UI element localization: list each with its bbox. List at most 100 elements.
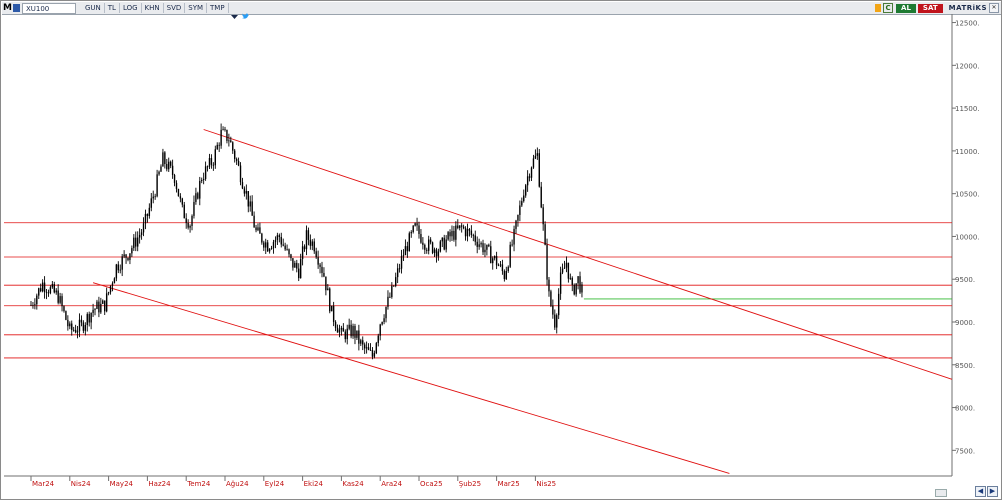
candle-body	[288, 249, 290, 255]
candle-body	[492, 258, 494, 264]
svd-button[interactable]: SVD	[164, 3, 186, 13]
candle-body	[513, 228, 515, 245]
x-tick-label: Kas24	[342, 480, 364, 488]
candle-body	[429, 239, 432, 243]
candle-body	[402, 255, 405, 257]
candle-body	[59, 296, 61, 303]
candle-body	[38, 288, 40, 296]
candle-body	[230, 140, 232, 143]
candle-body	[472, 234, 475, 236]
x-tick-label: Haz24	[148, 480, 171, 488]
candle-body	[179, 196, 182, 199]
candle-body	[511, 244, 513, 246]
x-tick-label: Şub25	[459, 480, 481, 488]
candle-body	[455, 225, 457, 240]
candle-body	[220, 129, 222, 146]
candle-body	[257, 227, 259, 231]
price-candles	[30, 123, 583, 360]
candle-body	[199, 180, 201, 199]
log-scale-button[interactable]: LOG	[120, 3, 142, 13]
symbol-field: XU100	[25, 4, 50, 13]
candle-body	[121, 256, 123, 270]
candle-body	[86, 314, 88, 325]
candle-body	[294, 262, 296, 268]
candle-body	[105, 293, 108, 312]
c-button[interactable]: C	[883, 3, 894, 13]
y-tick-label: 12500.	[955, 20, 980, 28]
candle-body	[517, 214, 519, 221]
pin-icon[interactable]	[875, 4, 882, 12]
candle-body	[523, 195, 525, 202]
candle-body	[113, 278, 116, 284]
candle-body	[53, 284, 55, 293]
candle-body	[232, 142, 234, 151]
period-button[interactable]: GUN	[82, 3, 105, 13]
candle-body	[327, 288, 329, 291]
candle-body	[321, 266, 323, 273]
sell-button[interactable]: SAT	[917, 3, 943, 13]
arrow-right-icon[interactable]: ▶	[987, 486, 998, 497]
x-tick-label: Nis24	[71, 480, 91, 488]
candle-body	[80, 319, 83, 323]
candle-body	[379, 324, 381, 336]
candle-body	[340, 327, 343, 330]
candle-body	[362, 340, 364, 345]
candle-body	[84, 324, 87, 331]
candle-body	[459, 225, 461, 229]
dropdown-icon[interactable]	[230, 5, 238, 19]
candle-body	[282, 244, 284, 246]
candle-body	[426, 249, 428, 251]
candle-body	[428, 239, 430, 251]
candle-body	[148, 207, 151, 216]
buy-button[interactable]: AL	[896, 3, 916, 13]
horizontal-levels	[4, 222, 952, 359]
volume-button[interactable]: KHN	[142, 3, 164, 13]
candle-body	[185, 218, 187, 223]
candle-body	[286, 249, 288, 251]
candle-body	[235, 158, 238, 161]
candle-body	[525, 185, 527, 196]
price-chart[interactable]: 12500. 12000. 11500. 11000. 10500. 10000. 9500…	[0, 14, 1002, 498]
currency-button[interactable]: TL	[105, 3, 120, 13]
candle-body	[334, 321, 337, 328]
x-tick-label: Oca25	[420, 480, 443, 488]
candle-body	[146, 213, 149, 216]
candle-body	[43, 282, 46, 293]
candle-body	[67, 319, 69, 327]
symbol-selector[interactable]: XU100	[21, 2, 76, 14]
candle-body	[490, 246, 492, 264]
candle-body	[173, 174, 176, 183]
candle-body	[109, 285, 112, 293]
candle-body	[346, 328, 348, 340]
candle-body	[338, 329, 341, 333]
candle-body	[567, 262, 570, 279]
brand-label: MATRiKS	[948, 4, 987, 12]
candle-body	[78, 319, 81, 332]
candle-body	[69, 323, 71, 327]
arrow-left-icon[interactable]: ◀	[975, 486, 986, 497]
candle-body	[375, 343, 378, 354]
candle-body	[466, 228, 469, 237]
candle-body	[131, 248, 133, 254]
x-tick-label: Ara24	[381, 480, 402, 488]
template-button[interactable]: TMP	[207, 3, 229, 13]
candle-body	[360, 340, 362, 344]
trendline-upper	[203, 129, 953, 380]
symbol-button[interactable]: SYM	[185, 3, 208, 13]
candle-body	[336, 327, 339, 333]
menu-icon[interactable]	[12, 4, 20, 12]
candle-body	[51, 284, 54, 288]
candle-body	[457, 225, 459, 229]
candle-body	[224, 129, 226, 131]
twitter-icon[interactable]	[241, 5, 249, 19]
candle-body	[329, 288, 331, 312]
candle-body	[292, 258, 294, 268]
scrollbar-thumb[interactable]	[935, 489, 947, 497]
candle-body	[332, 305, 335, 322]
close-icon[interactable]: ✕	[989, 3, 999, 13]
candle-body	[354, 325, 356, 338]
candle-body	[577, 276, 579, 284]
candle-body	[501, 264, 504, 272]
candle-body	[305, 230, 308, 250]
candle-body	[117, 264, 119, 271]
